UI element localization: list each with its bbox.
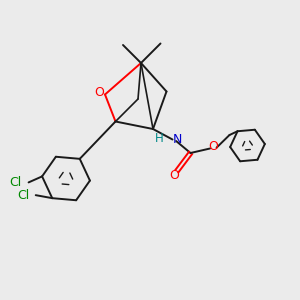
- Text: O: O: [95, 85, 104, 99]
- Text: Cl: Cl: [10, 176, 22, 189]
- Text: H: H: [155, 132, 164, 146]
- Text: O: O: [209, 140, 218, 153]
- Text: O: O: [169, 169, 179, 182]
- Text: N: N: [173, 133, 182, 146]
- Text: Cl: Cl: [17, 189, 29, 202]
